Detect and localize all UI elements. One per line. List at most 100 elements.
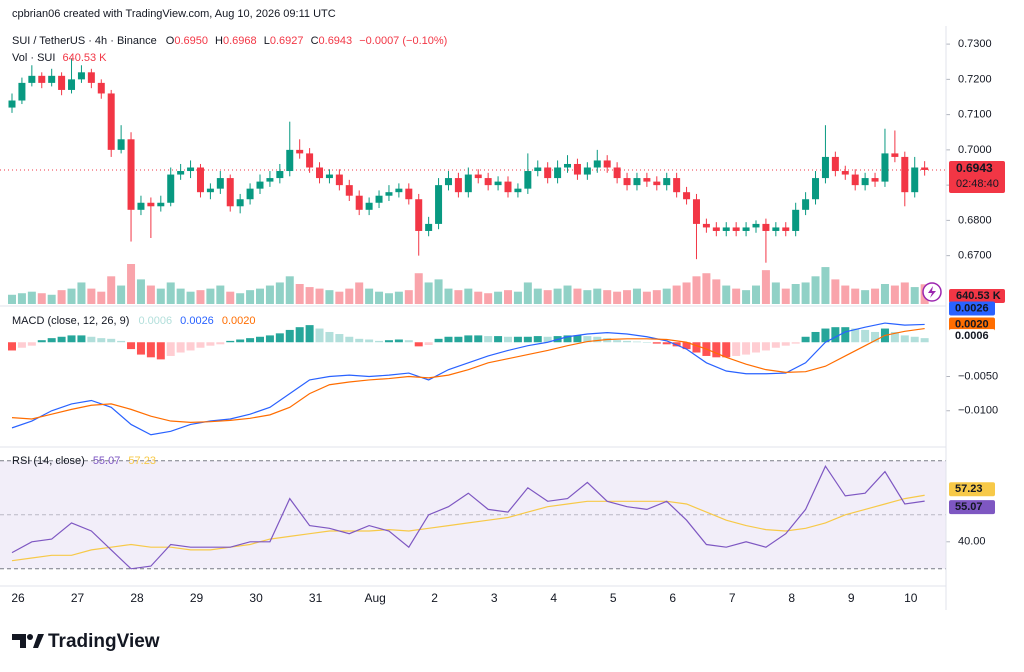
macd-legend: MACD (close, 12, 26, 9) 0.0006 0.0026 0.… bbox=[12, 315, 256, 327]
candle-body bbox=[712, 227, 720, 231]
candle-body bbox=[127, 139, 135, 210]
candle-body bbox=[187, 167, 195, 172]
candle-body bbox=[812, 178, 820, 200]
candle-body bbox=[554, 167, 562, 179]
y-tick-label: 0.7000 bbox=[958, 144, 992, 156]
volume-bar bbox=[424, 282, 433, 304]
rsi-badge: 55.07 bbox=[955, 501, 983, 513]
macd-histogram-bar bbox=[176, 342, 185, 353]
macd-histogram-bar bbox=[692, 342, 701, 353]
backgrounds bbox=[0, 43, 950, 570]
volume-bar bbox=[603, 290, 612, 304]
volume-bar bbox=[563, 285, 572, 304]
volume-bar bbox=[871, 288, 880, 304]
macd-histogram-bar bbox=[533, 336, 542, 343]
candle-body bbox=[891, 153, 899, 157]
logo: TradingView bbox=[12, 631, 160, 652]
ohlc-key: C bbox=[311, 35, 319, 47]
volume-badge-bg bbox=[949, 289, 1005, 303]
x-tick-label: 6 bbox=[669, 591, 676, 605]
volume-bar bbox=[573, 288, 582, 304]
volume-bar bbox=[682, 282, 691, 304]
volume-bar bbox=[484, 293, 493, 304]
macd-histogram-bar bbox=[454, 336, 463, 343]
volume-bar bbox=[801, 282, 810, 304]
macd-histogram-bar bbox=[256, 336, 264, 343]
candle-body bbox=[97, 82, 105, 94]
candle-body bbox=[613, 167, 621, 179]
macd-histogram-bar bbox=[375, 340, 384, 343]
macd-histogram-bar bbox=[761, 342, 770, 351]
volume-bar bbox=[67, 288, 76, 304]
volume-bar bbox=[513, 291, 522, 304]
volume-bar bbox=[315, 288, 324, 304]
macd-histogram-bar bbox=[841, 327, 850, 343]
candle-body bbox=[137, 202, 145, 210]
candle-body bbox=[544, 167, 552, 179]
symbol-legend: SUI / TetherUS · 4h · Binance O0.6950 H0… bbox=[12, 35, 447, 47]
candle-body bbox=[623, 178, 631, 186]
macd-histogram-bar bbox=[742, 342, 751, 355]
candle-body bbox=[752, 223, 760, 228]
macd-histogram-bar bbox=[821, 328, 830, 343]
candle-body bbox=[375, 195, 383, 203]
candle-body bbox=[306, 153, 314, 168]
volume-bar bbox=[146, 285, 155, 304]
volume-bar bbox=[375, 291, 384, 304]
volume-bar bbox=[890, 285, 899, 304]
ohlc-key: H bbox=[215, 35, 223, 47]
macd-histogram-bar bbox=[910, 336, 919, 343]
volume-bar bbox=[702, 273, 711, 304]
macd-histogram-bar bbox=[117, 340, 126, 343]
candle-body bbox=[8, 100, 16, 108]
macd-histogram-bar bbox=[57, 336, 66, 343]
x-tick-label: 4 bbox=[550, 591, 557, 605]
candle-body bbox=[266, 178, 274, 182]
volume-bar bbox=[652, 290, 661, 304]
ohlc-key: L bbox=[264, 35, 270, 47]
volume-value: 640.53 K bbox=[62, 52, 107, 64]
macd-histogram-bar bbox=[335, 334, 344, 343]
macd-histogram-bar bbox=[513, 336, 522, 343]
y-tick-label: −0.0050 bbox=[958, 370, 998, 382]
volume-bar bbox=[166, 282, 175, 304]
candle-body bbox=[841, 171, 849, 175]
candle-body bbox=[316, 167, 324, 179]
volume-name: Vol · SUI bbox=[12, 52, 55, 64]
macd-histogram-bar bbox=[285, 329, 294, 343]
candle-body bbox=[77, 72, 85, 80]
macd-histogram-bar bbox=[127, 342, 136, 350]
volume-bar bbox=[880, 284, 889, 304]
macd-histogram-bar bbox=[890, 331, 899, 343]
macd-badge-bg bbox=[949, 301, 995, 316]
indicator-line bbox=[11, 494, 925, 562]
candle-body bbox=[365, 202, 373, 210]
candle-body bbox=[901, 156, 909, 193]
volume-bar bbox=[246, 290, 255, 304]
volume-bar bbox=[791, 284, 800, 304]
candle-body bbox=[405, 188, 413, 200]
macd-histogram-bar bbox=[186, 342, 195, 351]
candle-body bbox=[296, 149, 304, 154]
volume-bar bbox=[632, 288, 641, 304]
candle-body bbox=[335, 174, 343, 186]
candle-body bbox=[732, 227, 740, 231]
volume-bar bbox=[27, 291, 36, 304]
rsi-legend: RSI (14, close) 55.07 57.23 bbox=[12, 455, 156, 467]
macd-histogram-bar bbox=[632, 341, 641, 343]
x-tick-label: 3 bbox=[491, 591, 498, 605]
candle-body bbox=[286, 149, 294, 172]
indicator-line bbox=[11, 322, 925, 436]
change: −0.0007 (−0.10%) bbox=[359, 35, 447, 47]
candle-body bbox=[653, 181, 661, 186]
ohlc-key: O bbox=[166, 35, 175, 47]
rsi-badge-bg bbox=[949, 500, 995, 515]
candle-body bbox=[435, 185, 443, 224]
macd-histogram-bar bbox=[47, 338, 56, 343]
macd-histogram-bar bbox=[781, 342, 790, 346]
candle-body bbox=[742, 227, 750, 231]
candle-body bbox=[226, 178, 234, 207]
macd-histogram-bar bbox=[464, 335, 473, 343]
volume-bar bbox=[533, 288, 542, 304]
candle-body bbox=[534, 167, 542, 172]
